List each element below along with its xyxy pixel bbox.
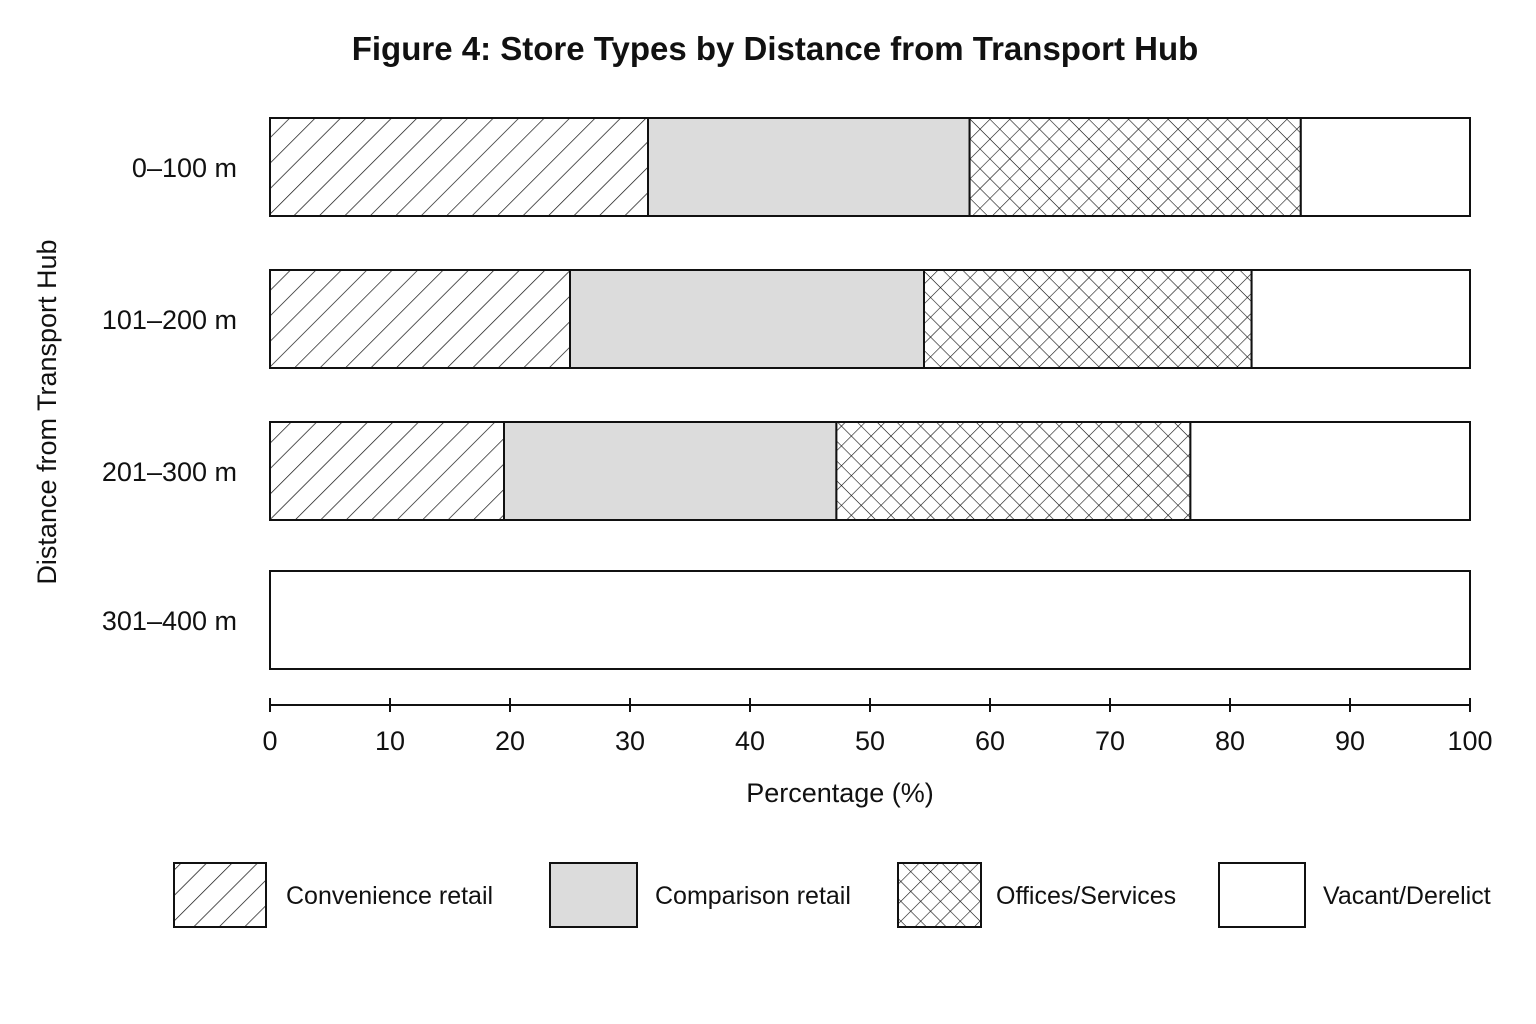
bar-segment-1 [269, 421, 505, 521]
bar-segment-4 [1250, 269, 1471, 369]
x-tick-label: 20 [495, 726, 525, 756]
bar-outline [269, 421, 1471, 521]
x-tick-label: 70 [1095, 726, 1125, 756]
legend-label: Comparison retail [655, 882, 851, 910]
bar-outline [269, 570, 1471, 670]
bar-segment-3 [835, 421, 1192, 521]
category-label: 0–100 m [132, 153, 237, 183]
category-label: 201–300 m [102, 457, 237, 487]
legend: Convenience retail Comparison retail Offic… [173, 862, 1491, 928]
legend-swatch [1218, 862, 1306, 928]
bar-segment-1 [269, 269, 571, 369]
bar-segment-3 [923, 269, 1253, 369]
x-tick-label: 80 [1215, 726, 1245, 756]
category-labels: 0–100 m 101–200 m 201–300 m 301–400 m [102, 153, 237, 636]
x-tick-label: 50 [855, 726, 885, 756]
bar-segment-4 [1299, 117, 1472, 217]
legend-swatch [173, 862, 267, 928]
x-tick-label: 30 [615, 726, 645, 756]
x-axis: 0 10 20 30 40 50 60 70 80 90 100 [262, 698, 1493, 756]
bar-outline [269, 117, 1471, 217]
bar-segment-2 [569, 269, 925, 369]
chart-title: Figure 4: Store Types by Distance from T… [352, 30, 1199, 67]
bars [269, 117, 1472, 670]
legend-label: Convenience retail [286, 882, 493, 910]
x-tick-label: 10 [375, 726, 405, 756]
bar-outline [269, 269, 1471, 369]
legend-label: Vacant/Derelict [1323, 882, 1491, 910]
category-label: 101–200 m [102, 305, 237, 335]
legend-swatch [897, 862, 982, 928]
category-label: 301–400 m [102, 606, 237, 636]
bar-segment-4 [1189, 421, 1472, 521]
legend-swatch [549, 862, 638, 928]
y-axis-label: Distance from Transport Hub [32, 239, 62, 584]
x-tick-label: 0 [262, 726, 277, 756]
bar-segment-2 [647, 117, 971, 217]
x-tick-label: 40 [735, 726, 765, 756]
bar-segment-4 [269, 570, 1471, 670]
x-tick-label: 90 [1335, 726, 1365, 756]
x-axis-label: Percentage (%) [746, 778, 934, 808]
legend-label: Offices/Services [996, 882, 1176, 910]
bar-segment-2 [503, 421, 838, 521]
bar-segment-3 [968, 117, 1302, 217]
bar-segment-1 [269, 117, 649, 217]
x-tick-label: 60 [975, 726, 1005, 756]
x-tick-label: 100 [1447, 726, 1492, 756]
